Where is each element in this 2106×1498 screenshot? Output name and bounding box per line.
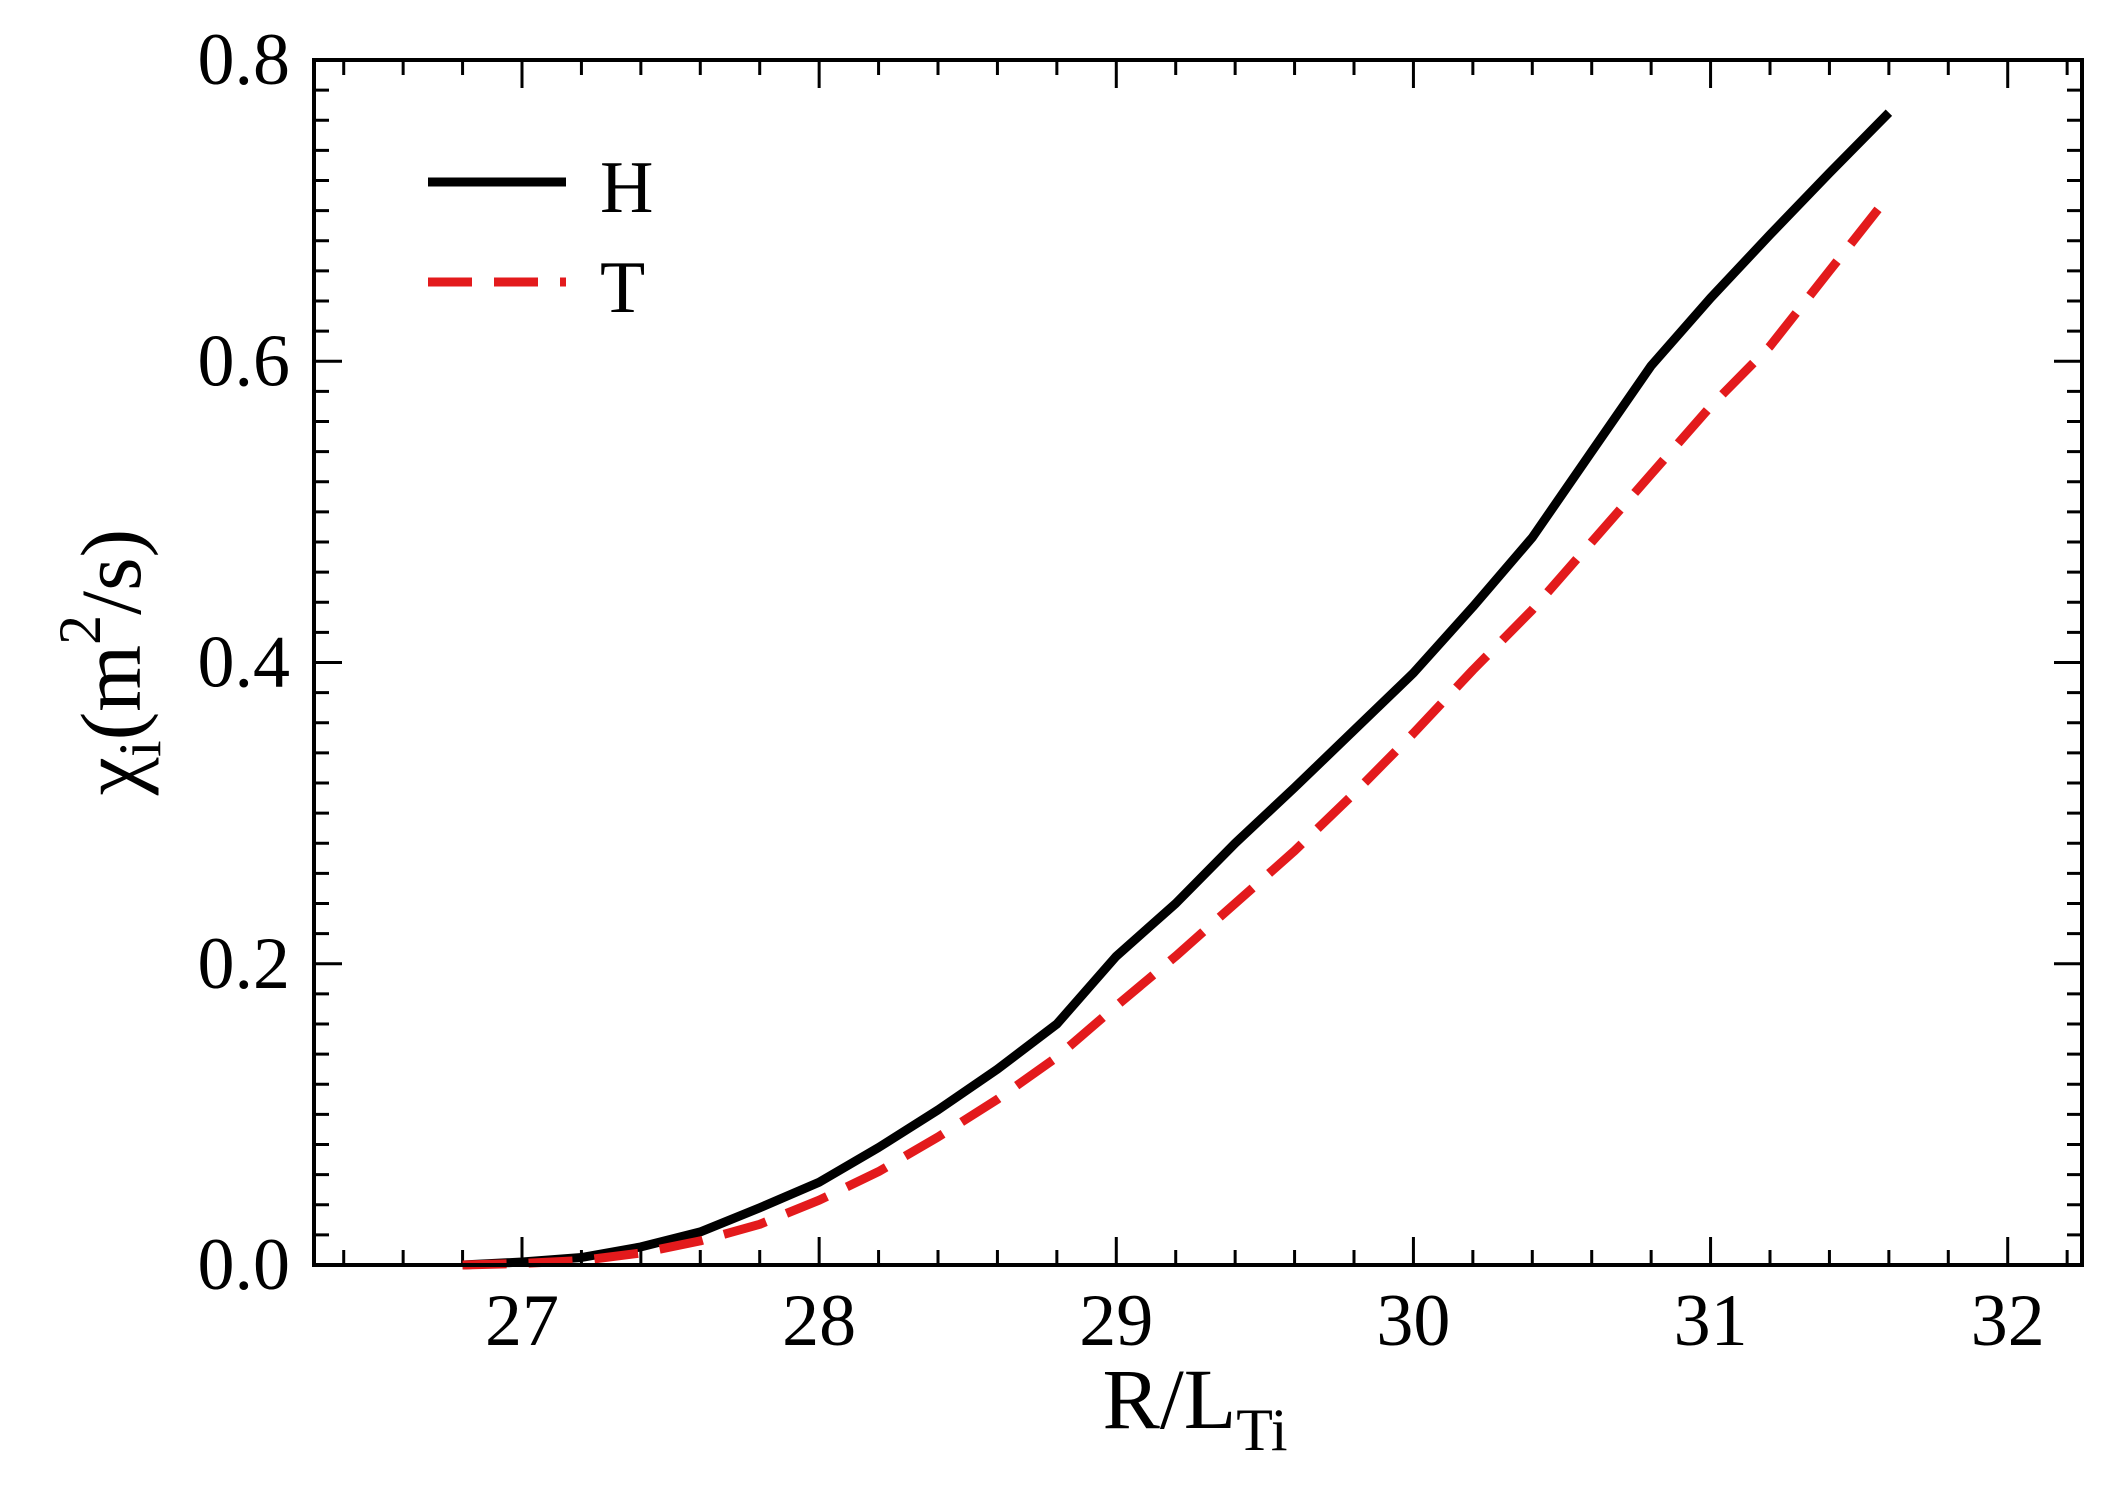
legend-label-t: T (600, 247, 645, 329)
series-line-t (462, 192, 1893, 1270)
x-tick-labels: 27 28 29 30 31 32 (485, 1280, 2045, 1362)
y-tick-label: 0.4 (198, 622, 291, 704)
legend: H T (428, 147, 653, 329)
y-axis-label-unit: (m (63, 645, 159, 741)
x-tick-label: 27 (485, 1280, 559, 1362)
x-axis-label-sub: Ti (1236, 1397, 1287, 1463)
y-axis-label-sub: i (107, 740, 173, 757)
y-tick-label: 0.8 (198, 19, 291, 101)
y-tick-label: 0.6 (198, 320, 291, 402)
x-tick-label: 30 (1376, 1280, 1450, 1362)
y-tick-labels: 0.0 0.2 0.4 0.6 0.8 (198, 19, 291, 1306)
series-layer (462, 109, 1893, 1270)
y-axis-label-main: χ (63, 757, 159, 796)
y-axis-label-sup: 2 (47, 615, 113, 645)
series-line-h (462, 109, 1893, 1270)
legend-label-h: H (600, 147, 653, 229)
x-axis-label: R/LTi (1102, 1351, 1287, 1463)
x-tick-label: 32 (1971, 1280, 2045, 1362)
x-tick-label: 28 (782, 1280, 856, 1362)
y-axis-label-unit-end: /s) (63, 529, 159, 615)
y-axis-label: χi(m2/s) (47, 529, 173, 796)
ticks-layer (314, 58, 2082, 1267)
x-axis-label-main: R/L (1102, 1351, 1236, 1447)
y-tick-label: 0.0 (198, 1224, 291, 1306)
x-tick-label: 29 (1079, 1280, 1153, 1362)
x-tick-label: 31 (1674, 1280, 1748, 1362)
y-tick-label: 0.2 (198, 923, 291, 1005)
plot-frame (312, 58, 2084, 1267)
